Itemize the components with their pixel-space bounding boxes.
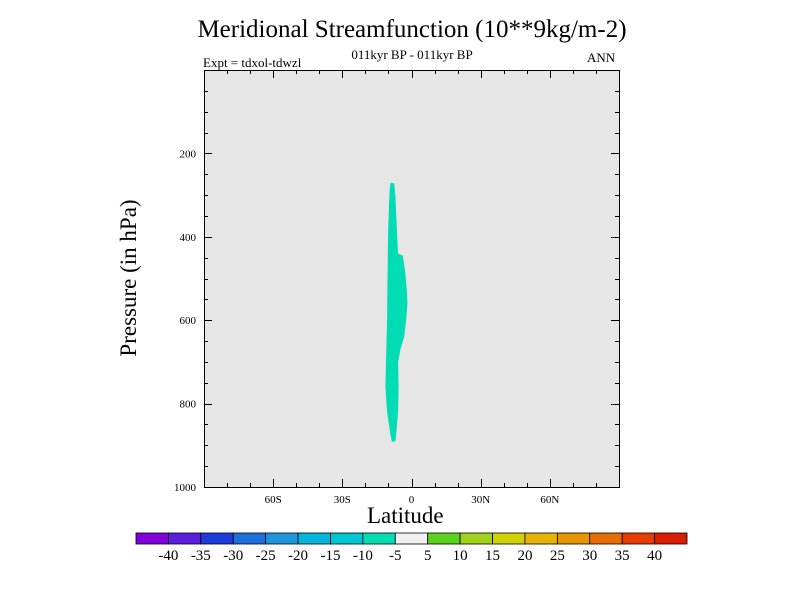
colorbar-label: -20 <box>288 548 308 564</box>
colorbar-label: -10 <box>353 548 373 564</box>
plot-frame <box>204 70 620 488</box>
y-tick-label: 800 <box>180 399 197 411</box>
chart-subtitle: 011kyr BP - 011kyr BP <box>351 47 473 62</box>
colorbar-swatch <box>297 532 331 545</box>
y-tick-label: 1000 <box>174 482 197 494</box>
chart-title: Meridional Streamfunction (10**9kg/m-2) <box>197 16 627 43</box>
y-tick-label: 200 <box>180 148 197 160</box>
colorbar-swatch <box>168 532 202 545</box>
colorbar-swatch <box>265 532 299 545</box>
x-tick-label: 60N <box>540 494 559 506</box>
colorbar-label: -35 <box>191 548 211 564</box>
y-tick-label: 600 <box>180 315 197 327</box>
colorbar-label: -5 <box>389 548 402 564</box>
colorbar-swatch <box>459 532 493 545</box>
colorbar-label: 5 <box>424 548 432 564</box>
colorbar-swatch <box>492 532 526 545</box>
x-tick-label: 0 <box>409 494 415 506</box>
colorbar-label: -40 <box>158 548 178 564</box>
colorbar-swatch <box>589 532 623 545</box>
colorbar-label: 15 <box>485 548 500 564</box>
x-tick-label: 60S <box>265 494 282 506</box>
shaded-regions <box>385 182 408 442</box>
colorbar-label: 30 <box>582 548 597 564</box>
x-axis-label: Latitude <box>367 503 444 528</box>
colorbar-swatch <box>427 532 461 545</box>
colorbar-label: -25 <box>256 548 276 564</box>
colorbar-swatch <box>362 532 396 545</box>
x-tick-label: 30S <box>334 494 351 506</box>
colorbar-label: 40 <box>647 548 662 564</box>
colorbar-label: 25 <box>550 548 565 564</box>
shaded-region-0 <box>385 182 408 442</box>
colorbar-swatch <box>200 532 234 545</box>
colorbar-swatch <box>330 532 364 545</box>
colorbar-swatch <box>135 532 169 545</box>
colorbar-swatch <box>232 532 267 545</box>
colorbar-label: 10 <box>453 548 468 564</box>
x-tick-label: 30N <box>471 494 490 506</box>
colorbar-swatch <box>556 532 591 545</box>
colorbar-swatch <box>654 532 688 545</box>
colorbar-swatch <box>621 532 655 545</box>
colorbar-swatch <box>524 532 558 545</box>
y-tick-label: 400 <box>180 232 197 244</box>
colorbar-label: -30 <box>223 548 243 564</box>
season-label: ANN <box>587 50 616 65</box>
axis-ticks: 60S 30S 0 30N 60N 200 400 600 800 1000 <box>174 70 619 506</box>
plot-area <box>204 70 619 487</box>
experiment-label: Expt = tdxol-tdwzl <box>203 55 302 70</box>
colorbar: -40 -35 -30 -25 -20 -15 -10 -5 5 10 15 20 25 30 35 40 <box>135 532 688 564</box>
colorbar-swatch <box>394 532 429 545</box>
colorbar-label: 20 <box>517 548 532 564</box>
colorbar-label: -15 <box>320 548 340 564</box>
colorbar-label: 35 <box>615 548 630 564</box>
